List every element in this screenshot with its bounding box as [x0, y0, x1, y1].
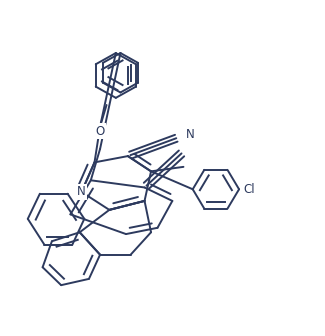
Text: Cl: Cl	[244, 183, 255, 196]
Text: O: O	[96, 125, 105, 137]
Text: N: N	[77, 185, 86, 199]
Text: N: N	[186, 128, 195, 141]
